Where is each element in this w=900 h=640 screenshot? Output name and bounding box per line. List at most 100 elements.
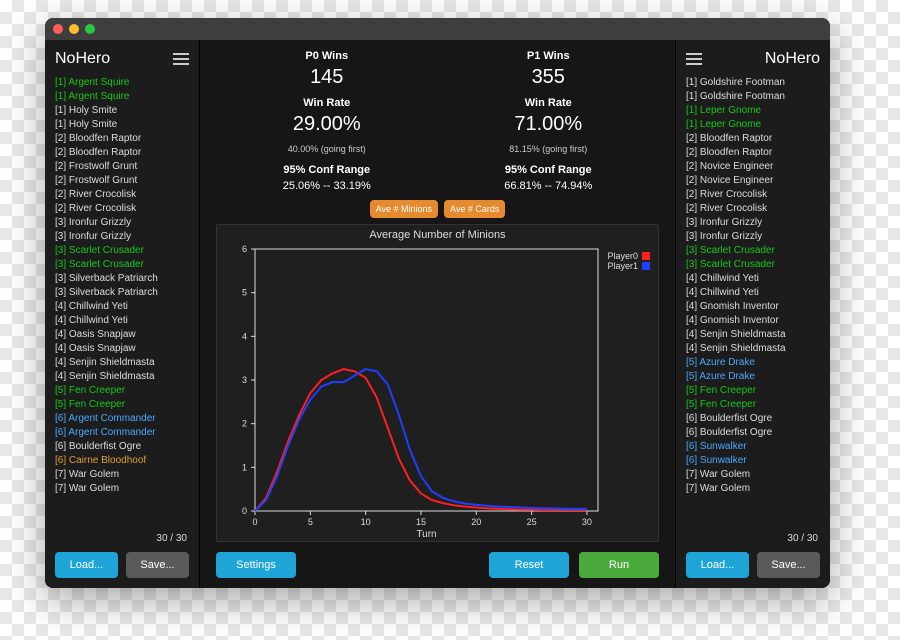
deck-card[interactable]: [1] Leper Gnome	[686, 104, 820, 118]
deck-card[interactable]: [6] Boulderfist Ogre	[686, 412, 820, 426]
left-load-button[interactable]: Load...	[55, 552, 118, 578]
p1-wins-value: 355	[438, 66, 660, 89]
tab-minions[interactable]: Ave # Minions	[370, 200, 438, 218]
deck-card[interactable]: [3] Scarlet Crusader	[55, 244, 189, 258]
deck-card[interactable]: [4] Senjin Shieldmasta	[55, 356, 189, 370]
deck-card[interactable]: [5] Fen Creeper	[55, 398, 189, 412]
p0-wins-value: 145	[216, 66, 438, 89]
tab-cards[interactable]: Ave # Cards	[444, 200, 505, 218]
svg-text:25: 25	[527, 517, 537, 527]
zoom-icon[interactable]	[85, 24, 95, 34]
right-deck-count: 30 / 30	[686, 529, 820, 552]
deck-card[interactable]: [1] Holy Smite	[55, 118, 189, 132]
left-deck-count: 30 / 30	[55, 529, 189, 552]
menu-icon[interactable]	[173, 53, 189, 65]
stats-row: P0 Wins 145 Win Rate 29.00% 40.00% (goin…	[216, 48, 659, 192]
deck-card[interactable]: [2] Bloodfen Raptor	[686, 132, 820, 146]
center-panel: P0 Wins 145 Win Rate 29.00% 40.00% (goin…	[200, 40, 675, 588]
left-deck-title: NoHero	[55, 50, 110, 68]
deck-card[interactable]: [4] Chillwind Yeti	[55, 300, 189, 314]
deck-card[interactable]: [1] Goldshire Footman	[686, 90, 820, 104]
svg-text:1: 1	[242, 462, 247, 472]
deck-card[interactable]: [4] Gnomish Inventor	[686, 300, 820, 314]
deck-card[interactable]: [3] Ironfur Grizzly	[55, 230, 189, 244]
p0-rate-label: Win Rate	[216, 97, 438, 109]
deck-card[interactable]: [6] Boulderfist Ogre	[55, 440, 189, 454]
settings-button[interactable]: Settings	[216, 552, 296, 578]
deck-card[interactable]: [4] Senjin Shieldmasta	[686, 328, 820, 342]
deck-card[interactable]: [2] River Crocolisk	[55, 188, 189, 202]
deck-card[interactable]: [4] Oasis Snapjaw	[55, 328, 189, 342]
deck-card[interactable]: [5] Azure Drake	[686, 356, 820, 370]
deck-card[interactable]: [4] Senjin Shieldmasta	[55, 370, 189, 384]
chart-svg: 0510152025300123456Turn	[217, 225, 658, 541]
deck-card[interactable]: [4] Gnomish Inventor	[686, 314, 820, 328]
deck-card[interactable]: [6] Boulderfist Ogre	[686, 426, 820, 440]
right-deck-title: NoHero	[765, 50, 820, 68]
deck-card[interactable]: [4] Chillwind Yeti	[686, 272, 820, 286]
deck-card[interactable]: [3] Scarlet Crusader	[55, 258, 189, 272]
deck-card[interactable]: [3] Ironfur Grizzly	[686, 230, 820, 244]
deck-card[interactable]: [7] War Golem	[55, 482, 189, 496]
deck-card[interactable]: [7] War Golem	[55, 468, 189, 482]
svg-text:6: 6	[242, 244, 247, 254]
deck-card[interactable]: [5] Azure Drake	[686, 370, 820, 384]
close-icon[interactable]	[53, 24, 63, 34]
deck-card[interactable]: [2] Novice Engineer	[686, 160, 820, 174]
minimize-icon[interactable]	[69, 24, 79, 34]
p1-range-value: 66.81% -- 74.94%	[438, 180, 660, 192]
menu-icon[interactable]	[686, 53, 702, 65]
deck-card[interactable]: [6] Cairne Bloodhoof	[55, 454, 189, 468]
deck-card[interactable]: [3] Ironfur Grizzly	[686, 216, 820, 230]
chart-tabs: Ave # Minions Ave # Cards	[216, 200, 659, 218]
right-save-button[interactable]: Save...	[757, 552, 820, 578]
deck-card[interactable]: [5] Fen Creeper	[686, 398, 820, 412]
deck-card[interactable]: [5] Fen Creeper	[686, 384, 820, 398]
deck-card[interactable]: [2] Bloodfen Raptor	[55, 146, 189, 160]
p1-first-value: 81.15% (going first)	[438, 144, 660, 154]
deck-card[interactable]: [4] Chillwind Yeti	[686, 286, 820, 300]
deck-card[interactable]: [4] Chillwind Yeti	[55, 314, 189, 328]
p0-range-label: 95% Conf Range	[216, 164, 438, 176]
svg-text:4: 4	[242, 331, 247, 341]
run-button[interactable]: Run	[579, 552, 659, 578]
deck-card[interactable]: [3] Silverback Patriarch	[55, 286, 189, 300]
deck-card[interactable]: [6] Argent Commander	[55, 426, 189, 440]
deck-card[interactable]: [1] Leper Gnome	[686, 118, 820, 132]
deck-card[interactable]: [2] Frostwolf Grunt	[55, 174, 189, 188]
deck-card[interactable]: [7] War Golem	[686, 482, 820, 496]
deck-card[interactable]: [3] Ironfur Grizzly	[55, 216, 189, 230]
deck-card[interactable]: [2] Bloodfen Raptor	[55, 132, 189, 146]
deck-card[interactable]: [1] Holy Smite	[55, 104, 189, 118]
svg-text:20: 20	[471, 517, 481, 527]
deck-card[interactable]: [6] Argent Commander	[55, 412, 189, 426]
chart-area: Average Number of Minions 05101520253001…	[216, 224, 659, 542]
svg-text:3: 3	[242, 375, 247, 385]
deck-card[interactable]: [3] Scarlet Crusader	[686, 258, 820, 272]
deck-card[interactable]: [1] Argent Squire	[55, 76, 189, 90]
deck-card[interactable]: [2] Frostwolf Grunt	[55, 160, 189, 174]
deck-card[interactable]: [5] Fen Creeper	[55, 384, 189, 398]
deck-card[interactable]: [2] River Crocolisk	[686, 202, 820, 216]
deck-card[interactable]: [2] River Crocolisk	[686, 188, 820, 202]
deck-card[interactable]: [7] War Golem	[686, 468, 820, 482]
deck-card[interactable]: [3] Silverback Patriarch	[55, 272, 189, 286]
deck-card[interactable]: [2] River Crocolisk	[55, 202, 189, 216]
left-deck-panel: NoHero [1] Argent Squire[1] Argent Squir…	[45, 40, 200, 588]
deck-card[interactable]: [4] Senjin Shieldmasta	[686, 342, 820, 356]
deck-card[interactable]: [2] Bloodfen Raptor	[686, 146, 820, 160]
right-load-button[interactable]: Load...	[686, 552, 749, 578]
deck-card[interactable]: [6] Sunwalker	[686, 440, 820, 454]
deck-card[interactable]: [1] Argent Squire	[55, 90, 189, 104]
deck-card[interactable]: [4] Oasis Snapjaw	[55, 342, 189, 356]
deck-card[interactable]: [6] Sunwalker	[686, 454, 820, 468]
svg-text:10: 10	[361, 517, 371, 527]
svg-text:0: 0	[252, 517, 257, 527]
p1-range-label: 95% Conf Range	[438, 164, 660, 176]
deck-card[interactable]: [3] Scarlet Crusader	[686, 244, 820, 258]
reset-button[interactable]: Reset	[489, 552, 569, 578]
deck-card[interactable]: [2] Novice Engineer	[686, 174, 820, 188]
legend-item: Player0	[607, 251, 650, 261]
left-save-button[interactable]: Save...	[126, 552, 189, 578]
deck-card[interactable]: [1] Goldshire Footman	[686, 76, 820, 90]
